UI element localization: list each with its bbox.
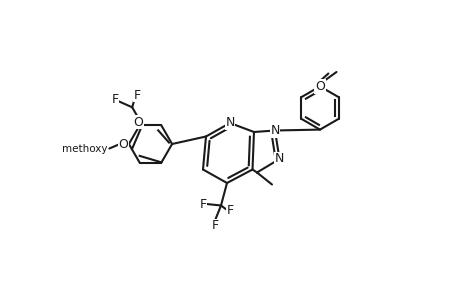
Text: N: N — [274, 152, 284, 166]
Text: N: N — [225, 116, 234, 130]
Text: N: N — [270, 124, 279, 137]
Text: F: F — [211, 219, 218, 232]
Text: F: F — [199, 197, 206, 211]
Text: F: F — [134, 89, 141, 102]
Text: methoxy: methoxy — [62, 144, 107, 154]
Text: F: F — [111, 93, 118, 106]
Text: O: O — [118, 137, 128, 151]
Text: F: F — [227, 203, 234, 217]
Text: O: O — [314, 80, 324, 93]
Text: O: O — [133, 116, 143, 129]
